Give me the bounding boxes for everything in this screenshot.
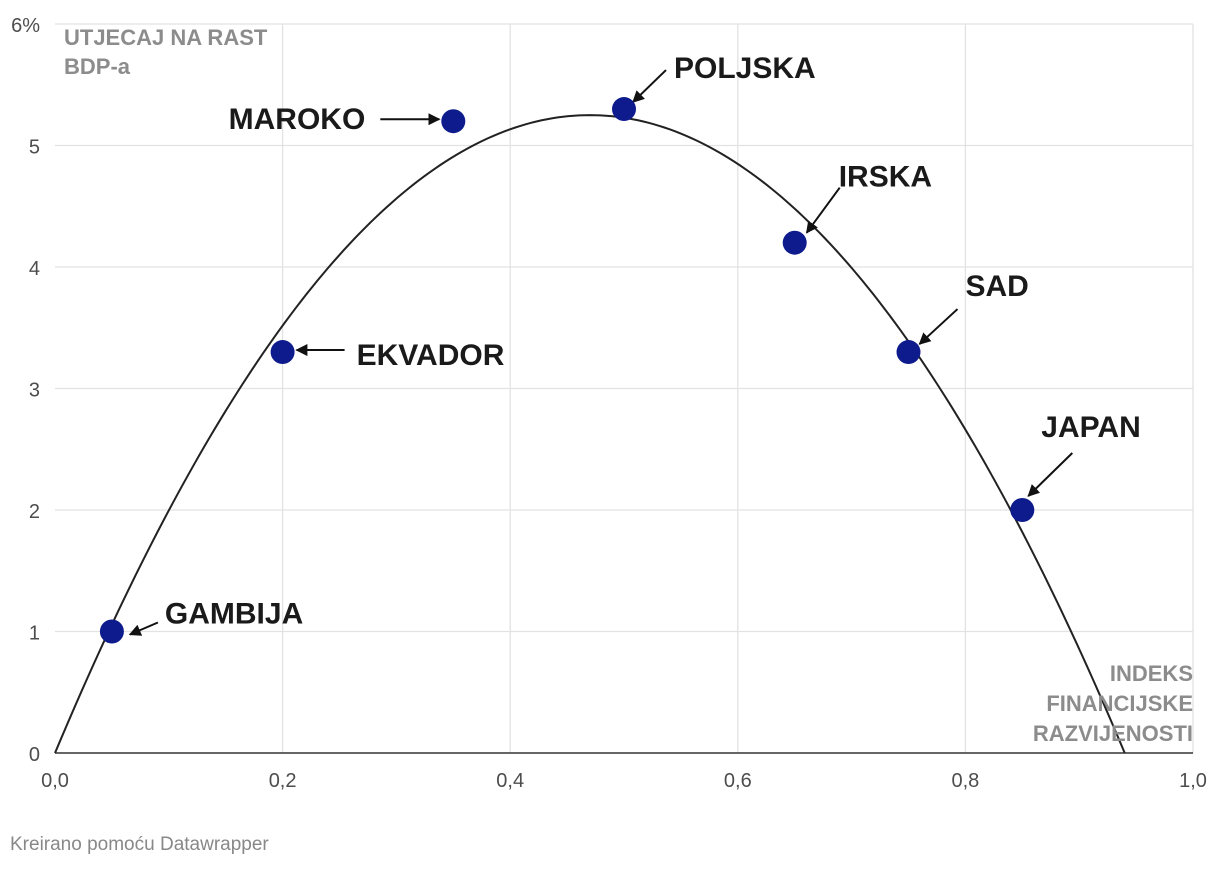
y-tick-label: 5 xyxy=(29,137,40,159)
trend-curve xyxy=(54,114,1126,754)
point-ekvador xyxy=(270,340,295,365)
label-gambija: GAMBIJA xyxy=(165,598,303,631)
label-poljska: POLJSKA xyxy=(674,52,816,85)
trend-curve-layer xyxy=(54,114,1126,754)
grid-lines xyxy=(55,23,1194,754)
x-tick-label: 0,0 xyxy=(41,770,69,792)
arrow-gambija xyxy=(128,621,159,636)
label-japan: JAPAN xyxy=(1041,411,1140,444)
y-axis-title-line-2: BDP-a xyxy=(64,54,131,79)
arrow-japan xyxy=(1027,452,1073,497)
label-maroko: MAROKO xyxy=(229,103,366,136)
label-ekvador: EKVADOR xyxy=(357,339,505,372)
point-irska xyxy=(782,230,807,255)
x-axis-title-line-2: FINANCIJSKE xyxy=(1046,691,1193,716)
arrow-poljska xyxy=(632,69,667,103)
x-axis-title-line-3: RAZVIJENOSTI xyxy=(1033,721,1193,746)
x-tick-label: 0,4 xyxy=(496,770,524,792)
point-maroko xyxy=(441,109,466,134)
arrow-irska xyxy=(805,187,841,234)
y-axis-title-line-1: UTJECAJ NA RAST xyxy=(64,25,268,50)
y-tick-label: 2 xyxy=(29,501,40,523)
point-japan xyxy=(1010,498,1035,522)
axis-ticks: 0,0 0,2 0,4 0,6 0,8 1,0 0 1 2 3 4 5 6% xyxy=(11,15,1207,792)
x-tick-label: 1,0 xyxy=(1179,770,1207,792)
data-points xyxy=(99,97,1035,644)
arrow-sad xyxy=(918,308,959,345)
point-poljska xyxy=(612,97,636,122)
annotation-arrows xyxy=(128,69,1073,636)
label-sad: SAD xyxy=(966,270,1029,303)
x-axis-title-line-1: INDEKS xyxy=(1110,661,1193,686)
y-tick-label: 0 xyxy=(29,744,40,766)
point-labels: GAMBIJA EKVADOR MAROKO POLJSKA IRSKA SAD JAPAN xyxy=(165,52,1141,630)
x-tick-label: 0,8 xyxy=(951,770,979,792)
point-gambija xyxy=(99,619,124,644)
datawrapper-credit: Kreirano pomoću Datawrapper xyxy=(10,834,269,855)
x-tick-label: 0,6 xyxy=(724,770,752,792)
y-tick-label: 4 xyxy=(29,258,40,280)
point-sad xyxy=(896,340,921,365)
y-tick-label: 3 xyxy=(29,380,40,402)
y-tick-label: 1 xyxy=(29,623,40,645)
label-irska: IRSKA xyxy=(839,161,932,194)
y-tick-label: 6% xyxy=(11,15,40,37)
x-tick-label: 0,2 xyxy=(269,770,297,792)
